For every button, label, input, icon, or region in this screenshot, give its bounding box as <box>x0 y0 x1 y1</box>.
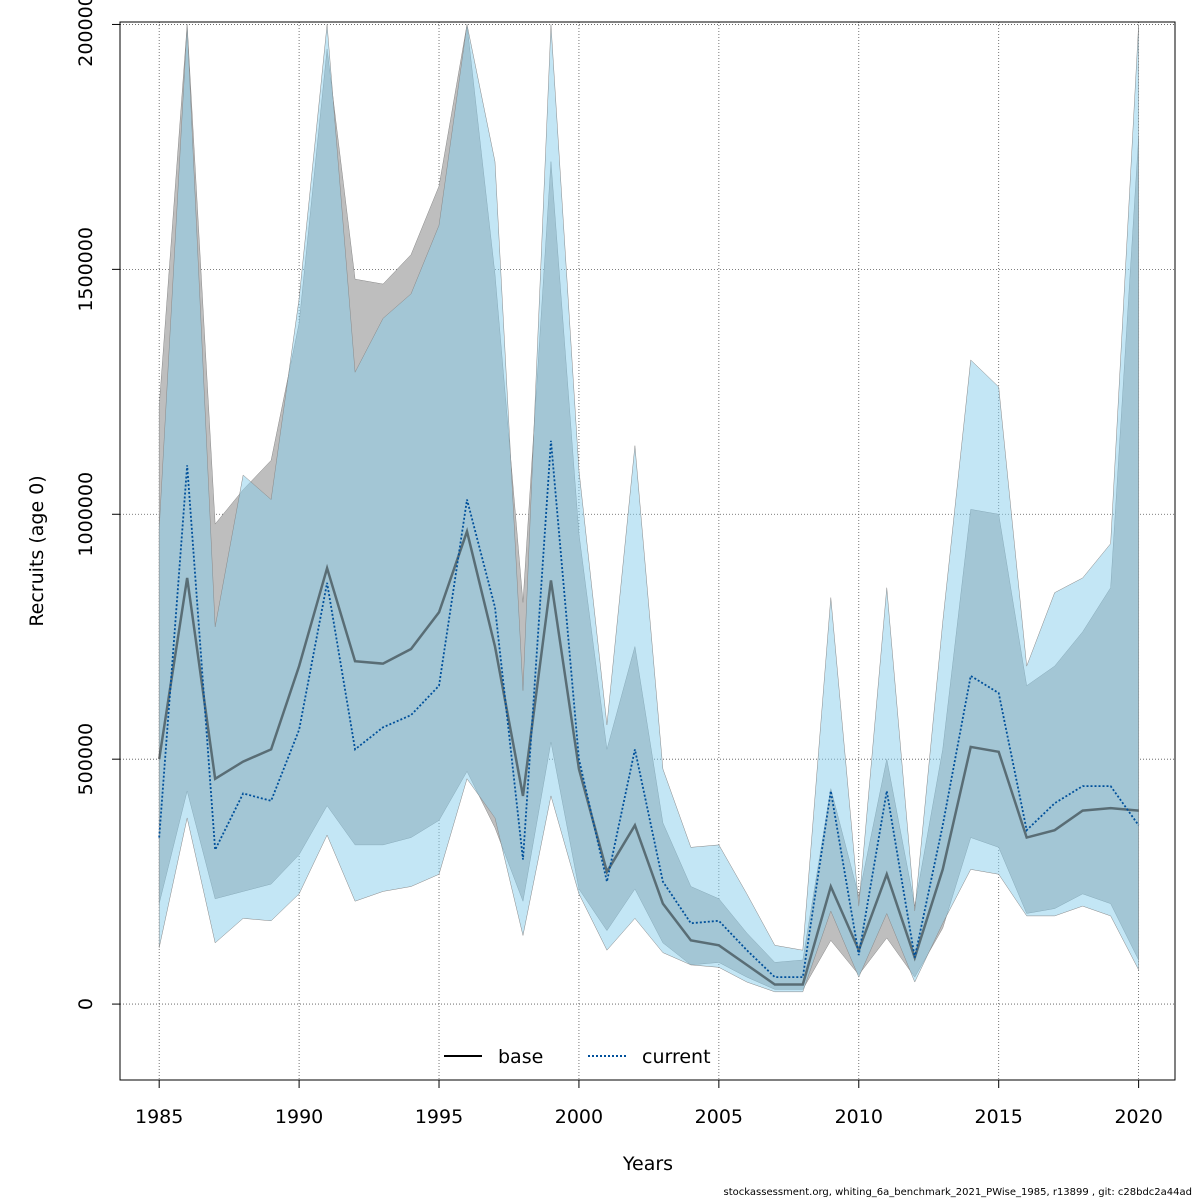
series-lines <box>157 440 1140 986</box>
x-tick-label: 1985 <box>135 1106 183 1128</box>
x-axis: 1985 1990 1995 2000 2005 2010 2015 2020 <box>135 1080 1163 1128</box>
y-axis-title: Recruits (age 0) <box>26 475 48 626</box>
legend-base-label: base <box>498 1046 543 1068</box>
y-tick-label: 1000000 <box>75 472 97 557</box>
y-tick-label: 500000 <box>75 723 97 796</box>
x-tick-label: 1990 <box>275 1106 323 1128</box>
y-tick-label: 0 <box>75 998 97 1010</box>
x-axis-title: Years <box>622 1153 673 1175</box>
confidence-bands <box>158 24 1139 993</box>
x-tick-label: 1995 <box>415 1106 463 1128</box>
legend: base current <box>444 1046 711 1068</box>
footer-note: stockassessment.org, whiting_6a_benchmar… <box>723 1187 1192 1198</box>
x-tick-label: 2010 <box>835 1106 883 1128</box>
band-current <box>158 24 1139 993</box>
y-axis: 0 500000 1000000 1500000 2000000 <box>75 0 120 1010</box>
legend-current-label: current <box>642 1046 711 1068</box>
y-tick-label: 2000000 <box>75 0 97 67</box>
y-tick-label: 1500000 <box>75 227 97 312</box>
plot-frame <box>119 21 1176 1081</box>
x-tick-label: 2015 <box>975 1106 1023 1128</box>
x-tick-label: 2020 <box>1114 1106 1162 1128</box>
line-current <box>158 440 1140 979</box>
x-tick-label: 2000 <box>555 1106 603 1128</box>
line-base <box>157 526 1139 986</box>
x-tick-label: 2005 <box>695 1106 743 1128</box>
